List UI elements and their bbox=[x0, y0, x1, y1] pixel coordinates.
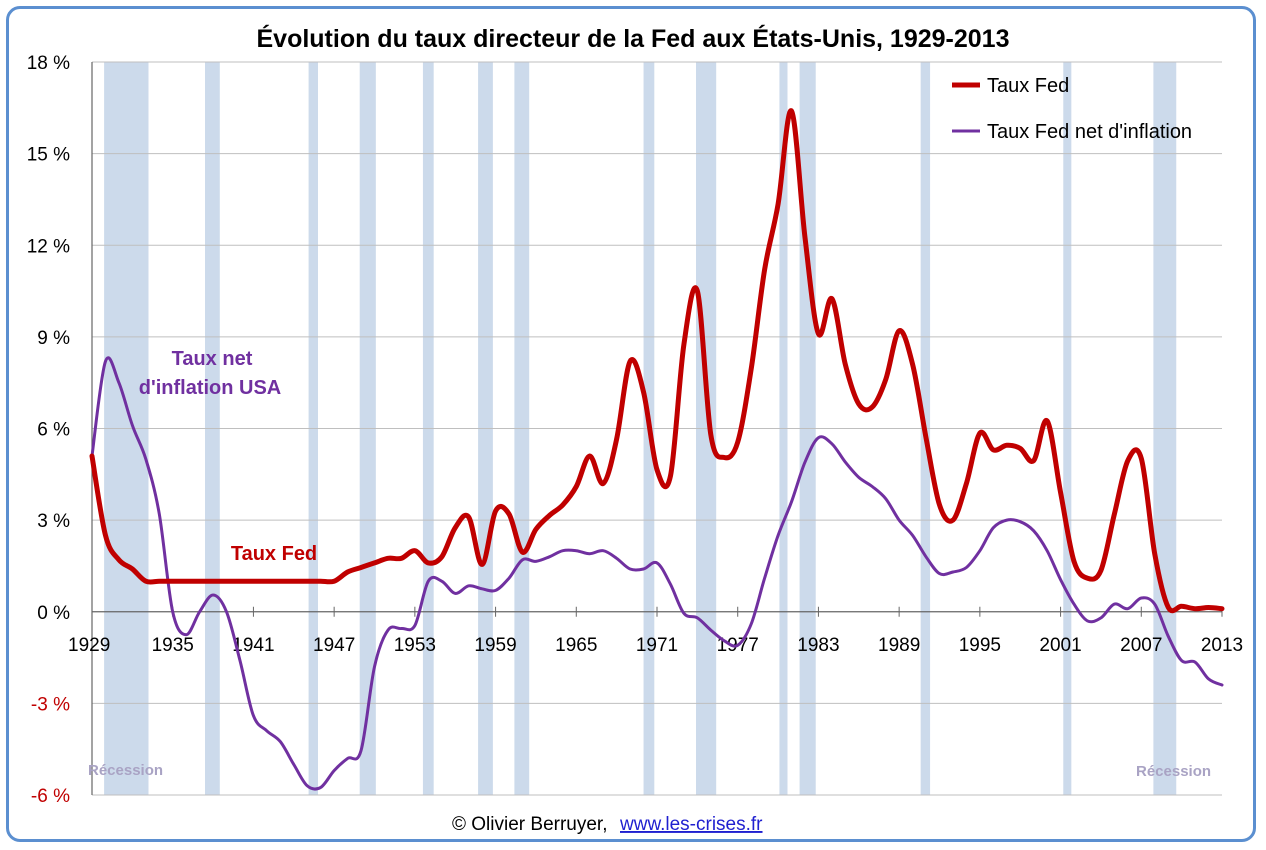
series-line-taux-net-inflation bbox=[90, 356, 1224, 791]
recession-label-left: Récession bbox=[88, 762, 163, 779]
x-tick-label: 1947 bbox=[313, 635, 355, 656]
y-tick-label: 0 % bbox=[37, 603, 70, 624]
x-tick-label: 1995 bbox=[959, 635, 1001, 656]
credit-author: © Olivier Berruyer, bbox=[452, 814, 607, 835]
x-tick-label: 1983 bbox=[797, 635, 839, 656]
annotation-net-line2: d'inflation USA bbox=[139, 377, 282, 399]
x-tick-label: 1965 bbox=[555, 635, 597, 656]
x-tick-label: 1929 bbox=[68, 635, 110, 656]
x-tick-label: 1935 bbox=[152, 635, 194, 656]
y-tick-label: 3 % bbox=[37, 511, 70, 532]
y-tick-label: 15 % bbox=[27, 145, 70, 166]
legend-label-taux-fed: Taux Fed bbox=[987, 75, 1069, 97]
grid-lines bbox=[91, 61, 1222, 796]
x-tick-label: 1971 bbox=[636, 635, 678, 656]
series-line-taux-fed bbox=[89, 108, 1225, 614]
series-lines bbox=[89, 108, 1225, 791]
x-axis-ticks: 1929 1935 1941 1947 1953 1959 1965 1971 1977 1983… bbox=[68, 606, 1243, 656]
legend: Taux Fed Taux Fed net d'inflation bbox=[952, 75, 1192, 143]
chart-title: Évolution du taux directeur de la Fed au… bbox=[256, 24, 1009, 53]
y-tick-label: 9 % bbox=[37, 328, 70, 349]
x-tick-label: 2013 bbox=[1201, 635, 1243, 656]
y-tick-label: 12 % bbox=[27, 236, 70, 257]
annotation-taux-fed: Taux Fed bbox=[231, 543, 317, 565]
recession-label-right: Récession bbox=[1136, 763, 1211, 780]
y-tick-label: -6 % bbox=[31, 786, 70, 807]
y-tick-label: 18 % bbox=[27, 53, 70, 74]
annotation-net-line1: Taux net bbox=[172, 348, 253, 370]
y-tick-label: 6 % bbox=[37, 420, 70, 441]
y-tick-label: -3 % bbox=[31, 694, 70, 715]
x-tick-label: 2007 bbox=[1120, 635, 1162, 656]
x-tick-label: 1959 bbox=[474, 635, 516, 656]
legend-label-taux-net: Taux Fed net d'inflation bbox=[987, 121, 1192, 143]
x-tick-label: 1941 bbox=[232, 635, 274, 656]
x-tick-label: 2001 bbox=[1039, 635, 1081, 656]
y-axis-ticks: 18 % 15 % 12 % 9 % 6 % 3 % 0 % -3 % -6 % bbox=[27, 53, 70, 807]
x-tick-label: 1989 bbox=[878, 635, 920, 656]
credit-link[interactable]: www.les-crises.fr bbox=[619, 814, 763, 835]
x-tick-label: 1953 bbox=[394, 635, 436, 656]
